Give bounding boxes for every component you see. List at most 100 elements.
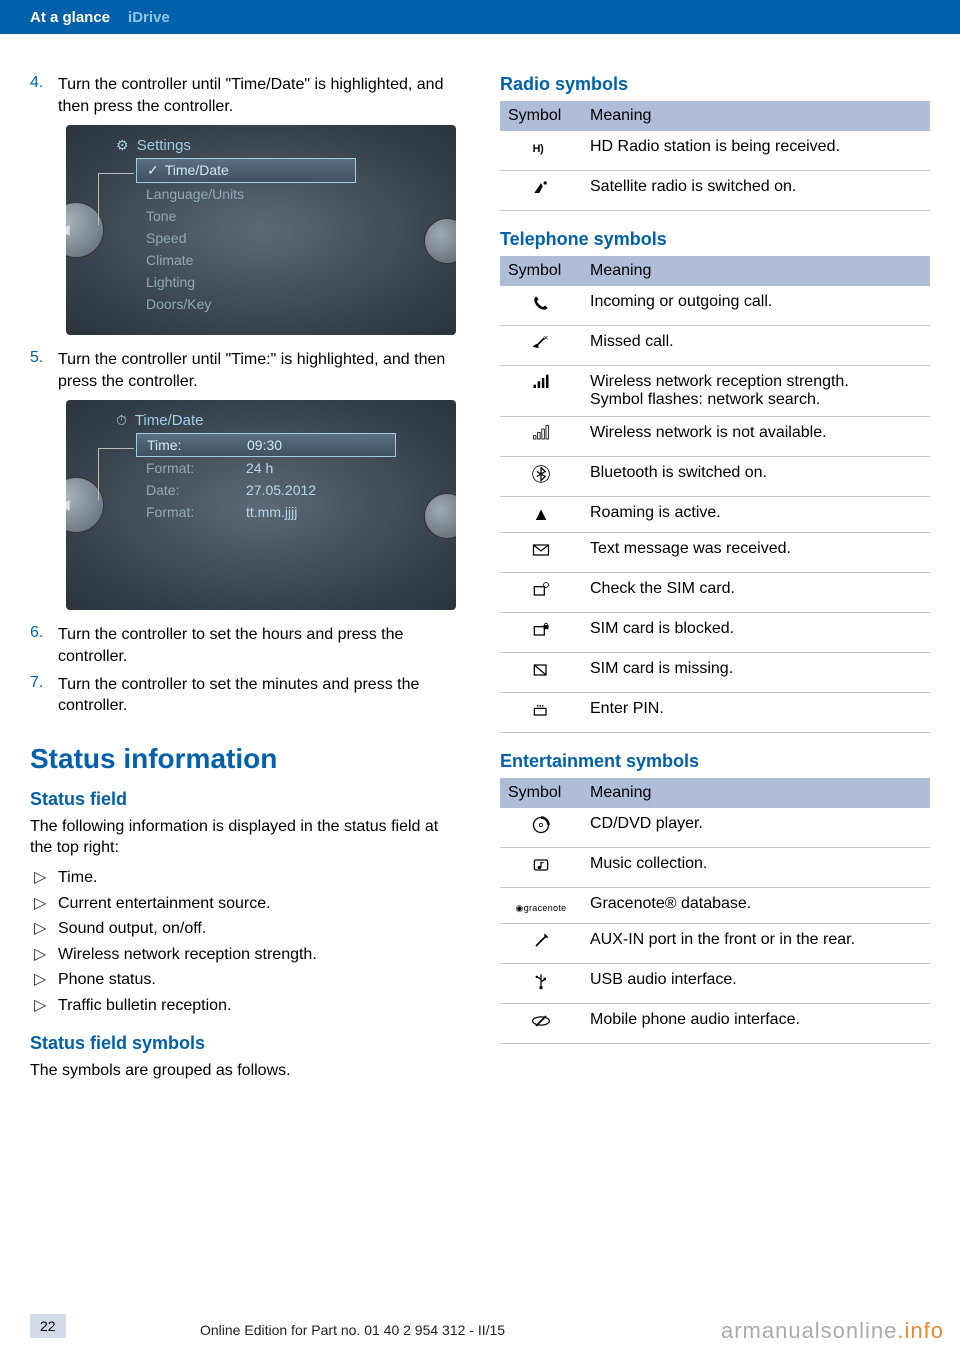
signal-icon [500, 366, 582, 417]
bullet-text: Wireless network reception strength. [58, 942, 317, 968]
heading-telephone-symbols: Telephone symbols [500, 229, 930, 250]
kv-value: 24 h [246, 460, 273, 476]
meaning-cell: CD/DVD player. [582, 808, 930, 848]
heading-status-information: Status information [30, 743, 460, 775]
table-row: Incoming or outgoing call. [500, 286, 930, 326]
header-subsection: iDrive [128, 9, 170, 26]
kv-value: 09:30 [247, 437, 282, 453]
menu-item: Speed [136, 227, 456, 249]
meaning-cell: SIM card is missing. [582, 653, 930, 693]
pin-icon [500, 693, 582, 733]
bullet-text: Phone status. [58, 967, 156, 993]
table-row: Enter PIN. [500, 693, 930, 733]
bullet-item: ▷Wireless network reception strength. [34, 942, 460, 968]
kv-value: tt.mm.jjjj [246, 504, 297, 520]
left-column: 4. Turn the controller until "Time/Date"… [30, 74, 460, 1087]
step-number: 7. [30, 674, 58, 717]
bullet-marker: ▷ [34, 993, 58, 1019]
missed-icon: × [500, 326, 582, 366]
step-number: 6. [30, 624, 58, 667]
cd-icon [500, 808, 582, 848]
table-row: AUX-IN port in the front or in the rear. [500, 924, 930, 964]
col-symbol: Symbol [500, 256, 582, 286]
meaning-cell: Music collection. [582, 848, 930, 888]
kv-key: Format: [146, 504, 246, 520]
bullet-item: ▷Time. [34, 865, 460, 891]
bullet-marker: ▷ [34, 942, 58, 968]
step-4: 4. Turn the controller until "Time/Date"… [30, 74, 460, 117]
bullet-item: ▷Phone status. [34, 967, 460, 993]
meaning-cell: Incoming or outgoing call. [582, 286, 930, 326]
bullet-marker: ▷ [34, 865, 58, 891]
msg-icon [500, 533, 582, 573]
table-row: Music collection. [500, 848, 930, 888]
table-row: Bluetooth is switched on. [500, 457, 930, 497]
menu-title: ⚙ Settings [116, 137, 456, 154]
table-row: Wireless network reception strength. Sym… [500, 366, 930, 417]
sat-icon [500, 171, 582, 211]
meaning-cell: USB audio interface. [582, 964, 930, 1004]
watermark-orange: .info [897, 1318, 944, 1343]
meaning-cell: Gracenote® database. [582, 888, 930, 924]
bullet-marker: ▷ [34, 916, 58, 942]
menu-title-text: Time/Date [135, 412, 204, 429]
menu-title: ⏱ Time/Date [116, 412, 456, 429]
table-row: ◉gracenoteGracenote® database. [500, 888, 930, 924]
watermark: armanualsonline.info [721, 1318, 944, 1344]
page-number: 22 [30, 1314, 66, 1338]
simcheck-icon [500, 573, 582, 613]
step-text: Turn the controller until "Time:" is hig… [58, 349, 460, 392]
bullet-marker: ▷ [34, 891, 58, 917]
aux-icon [500, 924, 582, 964]
step-6: 6. Turn the controller to set the hours … [30, 624, 460, 667]
step-text: Turn the controller until "Time/Date" is… [58, 74, 460, 117]
table-row: Wireless network is not available. [500, 417, 930, 457]
step-number: 5. [30, 349, 58, 392]
status-intro: The following information is displayed i… [30, 816, 460, 859]
table-row: Check the SIM card. [500, 573, 930, 613]
leader-line [98, 448, 134, 500]
gracenote-icon: ◉gracenote [500, 888, 582, 924]
bullet-text: Sound output, on/off. [58, 916, 206, 942]
bullet-text: Traffic bulletin reception. [58, 993, 231, 1019]
table-row: SIM card is blocked. [500, 613, 930, 653]
screenshot-timedate: ⏱ Time/Date Time:09:30Format:24 hDate:27… [66, 400, 456, 610]
gear-icon: ⚙ [116, 137, 129, 153]
menu-item: Doors/Key [136, 293, 456, 315]
menu-item: Language/Units [136, 183, 456, 205]
menu-item: Lighting [136, 271, 456, 293]
watermark-grey: armanualsonline [721, 1318, 897, 1343]
bluetooth-icon [500, 457, 582, 497]
table-row: ×Missed call. [500, 326, 930, 366]
table-row: SIM card is missing. [500, 653, 930, 693]
table-row: ▲Roaming is active. [500, 497, 930, 533]
step-text: Turn the controller to set the hours and… [58, 624, 460, 667]
usb-icon [500, 964, 582, 1004]
menu-item: Climate [136, 249, 456, 271]
nosignal-icon [500, 417, 582, 457]
simmissing-icon [500, 653, 582, 693]
col-meaning: Meaning [582, 778, 930, 808]
meaning-cell: Satellite radio is switched on. [582, 171, 930, 211]
bullet-marker: ▷ [34, 967, 58, 993]
meaning-cell: SIM card is blocked. [582, 613, 930, 653]
svg-text:): ) [540, 143, 544, 155]
kv-row: Format:24 h [136, 457, 396, 479]
table-header-row: Symbol Meaning [500, 101, 930, 131]
bullet-item: ▷Traffic bulletin reception. [34, 993, 460, 1019]
meaning-cell: Bluetooth is switched on. [582, 457, 930, 497]
table-row: Text message was received. [500, 533, 930, 573]
heading-radio-symbols: Radio symbols [500, 74, 930, 95]
col-symbol: Symbol [500, 778, 582, 808]
table-row: H)HD Radio station is being received. [500, 131, 930, 171]
kv-key: Format: [146, 460, 246, 476]
bullet-item: ▷Sound output, on/off. [34, 916, 460, 942]
step-number: 4. [30, 74, 58, 117]
hd-icon: H) [500, 131, 582, 171]
leader-line [98, 173, 134, 225]
table-header-row: Symbol Meaning [500, 778, 930, 808]
heading-status-symbols: Status field symbols [30, 1033, 460, 1054]
menu-item: Time/Date [136, 158, 356, 183]
table-row: USB audio interface. [500, 964, 930, 1004]
call-icon [500, 286, 582, 326]
